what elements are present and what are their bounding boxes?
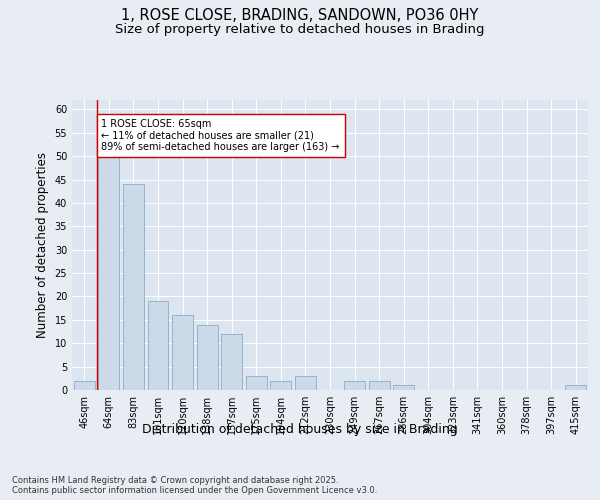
- Text: Distribution of detached houses by size in Brading: Distribution of detached houses by size …: [142, 422, 458, 436]
- Bar: [295, 376, 316, 390]
- Y-axis label: Number of detached properties: Number of detached properties: [36, 152, 49, 338]
- Bar: [123, 184, 144, 390]
- Bar: [271, 380, 292, 390]
- Bar: [98, 156, 119, 390]
- Text: 1 ROSE CLOSE: 65sqm
← 11% of detached houses are smaller (21)
89% of semi-detach: 1 ROSE CLOSE: 65sqm ← 11% of detached ho…: [101, 118, 340, 152]
- Bar: [246, 376, 267, 390]
- Text: Size of property relative to detached houses in Brading: Size of property relative to detached ho…: [115, 22, 485, 36]
- Bar: [565, 386, 586, 390]
- Bar: [368, 380, 389, 390]
- Bar: [197, 324, 218, 390]
- Bar: [221, 334, 242, 390]
- Text: 1, ROSE CLOSE, BRADING, SANDOWN, PO36 0HY: 1, ROSE CLOSE, BRADING, SANDOWN, PO36 0H…: [121, 8, 479, 22]
- Bar: [74, 380, 95, 390]
- Bar: [344, 380, 365, 390]
- Bar: [393, 386, 414, 390]
- Bar: [172, 315, 193, 390]
- Bar: [148, 301, 169, 390]
- Text: Contains HM Land Registry data © Crown copyright and database right 2025.
Contai: Contains HM Land Registry data © Crown c…: [12, 476, 377, 495]
